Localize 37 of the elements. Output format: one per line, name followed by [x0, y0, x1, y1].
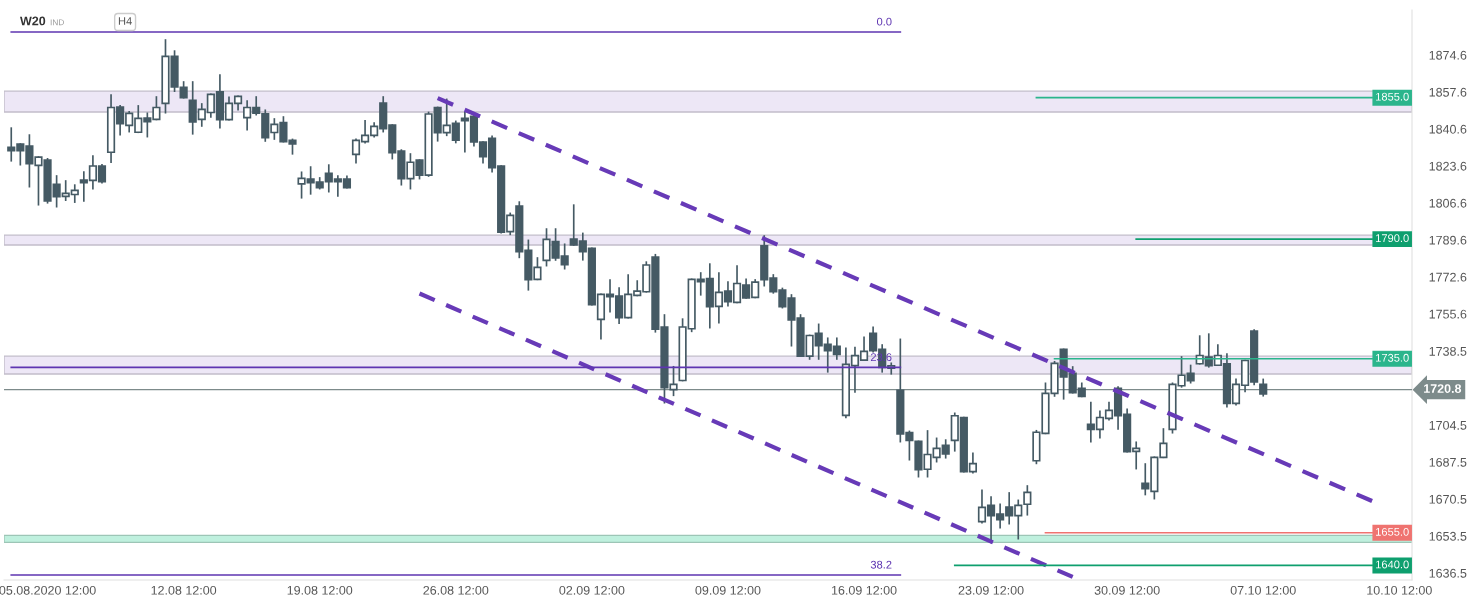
ref-line-label: 1720.8 — [1424, 384, 1462, 393]
x-tick-label: 30.09 12:00 — [1094, 585, 1160, 595]
y-tick-label: 1806.6 — [1429, 198, 1467, 208]
series-label: 1640.0 — [1376, 560, 1409, 569]
y-tick-label: 1857.6 — [1429, 87, 1467, 97]
x-tick-label: 05.08.2020 12:00 — [0, 585, 96, 595]
series-label: 38.2 — [870, 560, 892, 569]
series-label: 1735.0 — [1376, 353, 1409, 362]
y-tick-label: 1670.5 — [1429, 494, 1467, 504]
y-tick-label: 1755.6 — [1429, 309, 1467, 319]
y-tick-label: 1840.6 — [1429, 124, 1467, 134]
y-tick-label: 1823.6 — [1429, 161, 1467, 171]
x-tick-label: 10.10 12:00 — [1367, 585, 1432, 595]
y-tick-label: 1738.5 — [1429, 346, 1467, 356]
x-tick-label: 07.10 12:00 — [1230, 585, 1296, 595]
y-tick-label: 1874.6 — [1429, 50, 1467, 60]
text: IND — [50, 19, 64, 26]
y-tick-label: 1687.5 — [1429, 457, 1467, 467]
y-tick-label: 1772.6 — [1429, 272, 1467, 282]
y-tick-label: 1636.5 — [1429, 568, 1467, 578]
y-tick-label: 1789.6 — [1429, 235, 1467, 245]
y-tick-label: 1653.5 — [1429, 531, 1467, 541]
x-tick-label: 26.08 12:00 — [423, 585, 489, 595]
annotation: H4 — [118, 17, 132, 25]
candlestick — [1023, 485, 1032, 516]
series-label: 1790.0 — [1376, 234, 1409, 243]
x-tick-label: 12.08 12:00 — [151, 585, 217, 595]
x-tick-label: 19.08 12:00 — [287, 585, 353, 595]
chart-title: W20 — [20, 16, 46, 26]
x-tick-label: 02.09 12:00 — [559, 585, 625, 595]
y-tick-label: 1704.5 — [1429, 420, 1467, 430]
x-tick-label: 09.09 12:00 — [695, 585, 761, 595]
series-label: 1655.0 — [1376, 527, 1409, 536]
x-tick-label: 16.09 12:00 — [831, 585, 897, 595]
series-label: 0.0 — [876, 17, 892, 26]
series-label: 1855.0 — [1376, 92, 1409, 101]
x-tick-label: 23.09 12:00 — [958, 585, 1024, 595]
